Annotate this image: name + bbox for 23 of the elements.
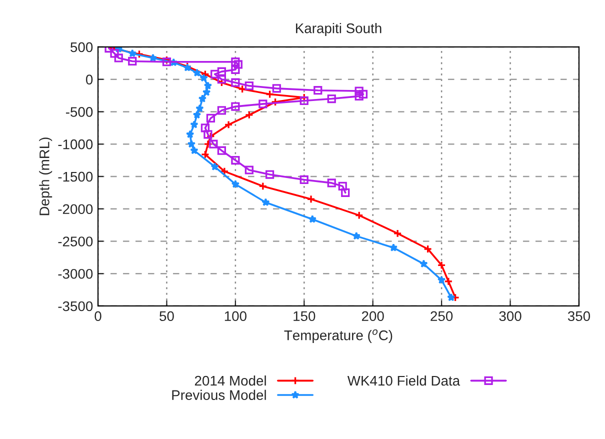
y-axis-title: Depth (mRL) bbox=[39, 138, 52, 216]
x-axis-title: Temperature ($^{o}$C) bbox=[284, 329, 392, 343]
x-tick-label: 250 bbox=[430, 311, 453, 322]
y-tick-label: -2500 bbox=[58, 236, 93, 246]
x-tick-label: 350 bbox=[568, 311, 590, 322]
legend-label: Previous Model bbox=[172, 390, 266, 400]
y-tick-label: 500 bbox=[70, 42, 93, 52]
x-tick-label: 200 bbox=[362, 311, 384, 322]
chart-title: Karapiti South bbox=[296, 23, 382, 36]
y-tick-label: -3500 bbox=[58, 301, 93, 312]
y-tick-label: 0 bbox=[86, 74, 93, 85]
x-tick-label: 150 bbox=[294, 311, 316, 322]
x-tick-label: 300 bbox=[499, 311, 522, 322]
x-tick-label: 50 bbox=[160, 311, 174, 322]
legend-label: WK410 Field Data bbox=[347, 375, 460, 386]
y-tick-label: -1000 bbox=[58, 139, 93, 150]
x-tick-label: 0 bbox=[94, 311, 102, 322]
legend-label: 2014 Model bbox=[194, 375, 266, 386]
x-tick-label: 100 bbox=[224, 311, 246, 322]
y-tick-label: -3000 bbox=[58, 268, 93, 279]
y-tick-label: -1500 bbox=[58, 172, 93, 182]
y-tick-label: -2000 bbox=[58, 204, 93, 214]
y-tick-label: -500 bbox=[66, 107, 93, 117]
